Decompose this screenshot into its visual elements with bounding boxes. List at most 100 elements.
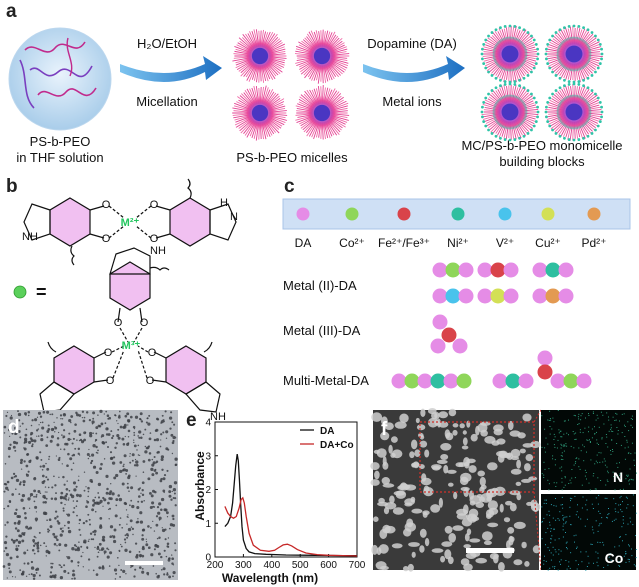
oxygen-atom-label: O bbox=[140, 317, 149, 329]
oxygen-atom-label: O bbox=[106, 375, 115, 387]
micelle-group bbox=[232, 29, 350, 141]
cluster-ball bbox=[503, 288, 519, 304]
x-tick-label: 700 bbox=[349, 560, 366, 571]
legend-label: Fe²⁺/Fe³⁺ bbox=[378, 236, 430, 250]
cluster-ball bbox=[537, 364, 553, 380]
cluster-ball bbox=[432, 314, 448, 330]
legend-label: V²⁺ bbox=[496, 236, 514, 250]
cluster-ball bbox=[430, 373, 446, 389]
legend-ball-icon bbox=[345, 207, 359, 221]
map-label-co: Co bbox=[605, 550, 624, 566]
label-end-line2: building blocks bbox=[499, 154, 585, 169]
step1-bottom-label: Micellation bbox=[136, 94, 197, 109]
chemical-structure bbox=[23, 178, 237, 413]
monomicelle-sphere bbox=[544, 24, 604, 84]
cluster-ball bbox=[430, 338, 446, 354]
legend-label: DA bbox=[295, 236, 312, 250]
y-tick-label: 4 bbox=[205, 418, 211, 429]
h-label-1: H bbox=[220, 197, 228, 209]
nh-label-2: NH bbox=[150, 245, 166, 257]
cluster-ball bbox=[505, 373, 521, 389]
arrow-micellation bbox=[120, 56, 222, 82]
legend-ball-icon bbox=[498, 207, 512, 221]
oxygen-atom-label: O bbox=[146, 375, 155, 387]
cluster-ball bbox=[452, 338, 468, 354]
y-tick-label: 3 bbox=[205, 451, 211, 462]
nh-label-1: NH bbox=[22, 231, 38, 243]
monomicelle-sphere bbox=[544, 82, 604, 142]
monomicelle-group bbox=[480, 24, 604, 142]
y-axis-label: Absorbance bbox=[193, 451, 207, 521]
cluster-ball bbox=[432, 262, 448, 278]
cluster-ball bbox=[503, 262, 519, 278]
cluster-ball bbox=[391, 373, 407, 389]
panel-label-e: e bbox=[186, 410, 197, 431]
legend-ball-icon bbox=[397, 207, 411, 221]
legend-label: Co²⁺ bbox=[339, 236, 365, 250]
row-label-multi-metal: Multi-Metal-DA bbox=[283, 373, 369, 388]
n-label-1: N bbox=[230, 211, 238, 223]
equals-sign: = bbox=[36, 282, 47, 302]
row-label-metal-iii: Metal (III)-DA bbox=[283, 323, 361, 338]
sem-image-f bbox=[370, 408, 542, 572]
cluster-ball bbox=[545, 288, 561, 304]
thf-solution-drop bbox=[8, 27, 112, 131]
cluster-ball bbox=[490, 288, 506, 304]
scale-bar-d bbox=[125, 561, 163, 565]
legend-ball-icon bbox=[541, 207, 555, 221]
panel-label-b: b bbox=[6, 176, 18, 197]
panel-label-a: a bbox=[6, 1, 17, 22]
cluster-ball bbox=[458, 262, 474, 278]
cluster-ball bbox=[445, 262, 461, 278]
cluster-ball bbox=[456, 373, 472, 389]
selection-box bbox=[419, 421, 535, 493]
metal-legend: DA Co²⁺ Fe²⁺/Fe³⁺ Ni²⁺ V²⁺ Cu²⁺ Pd²⁺ bbox=[295, 207, 607, 250]
label-end-line1: MC/PS-b-PEO monomicelle bbox=[461, 138, 622, 153]
cluster-ball bbox=[563, 373, 579, 389]
series-line-da bbox=[224, 453, 357, 557]
panel-label-d: d bbox=[8, 417, 20, 438]
metal-2-label: M²⁺ bbox=[121, 217, 140, 229]
step2-bottom-label: Metal ions bbox=[382, 94, 442, 109]
series-line-da-co bbox=[224, 496, 358, 557]
x-tick-label: 300 bbox=[235, 560, 252, 571]
map-label-n: N bbox=[613, 469, 623, 485]
y-tick-label: 1 bbox=[205, 519, 211, 530]
uv-vis-chart: 200 300 400 500 600 700 0 1 2 3 4 DA DA+Co bbox=[205, 418, 365, 572]
cluster-ball bbox=[550, 373, 566, 389]
row-label-metal-ii: Metal (II)-DA bbox=[283, 278, 357, 293]
cluster-ball bbox=[532, 288, 548, 304]
oxygen-atom-label: O bbox=[150, 199, 159, 211]
micelle-sphere bbox=[295, 85, 350, 140]
metal-da-clusters bbox=[391, 262, 592, 389]
cluster-ball bbox=[558, 262, 574, 278]
cluster-ball bbox=[477, 288, 493, 304]
eds-map-co bbox=[541, 494, 637, 571]
step2-top-label: Dopamine (DA) bbox=[367, 36, 457, 51]
cluster-ball bbox=[490, 262, 506, 278]
label-start-line1: PS-b-PEO bbox=[30, 134, 91, 149]
legend-label: Pd²⁺ bbox=[581, 236, 606, 250]
oxygen-atom-label: O bbox=[102, 199, 111, 211]
cluster-ball bbox=[432, 288, 448, 304]
cluster-ball bbox=[445, 288, 461, 304]
cluster-ball bbox=[537, 350, 553, 366]
cluster-ball bbox=[492, 373, 508, 389]
micelle-sphere bbox=[232, 29, 287, 83]
cluster-ball bbox=[404, 373, 420, 389]
legend-ball-icon bbox=[587, 207, 601, 221]
cluster-ball bbox=[417, 373, 433, 389]
legend-label: Cu²⁺ bbox=[535, 236, 561, 250]
cluster-ball bbox=[443, 373, 459, 389]
tem-image-d bbox=[2, 409, 178, 580]
cluster-ball bbox=[576, 373, 592, 389]
x-tick-label: 400 bbox=[263, 560, 280, 571]
cluster-ball bbox=[458, 288, 474, 304]
oxygen-atom-label: O bbox=[102, 233, 111, 245]
x-tick-label: 500 bbox=[292, 560, 309, 571]
step1-top-label: H₂O/EtOH bbox=[137, 36, 197, 51]
x-axis-label: Wavelength (nm) bbox=[222, 571, 318, 585]
monomicelle-sphere bbox=[480, 82, 540, 142]
micelle-sphere bbox=[294, 29, 350, 84]
